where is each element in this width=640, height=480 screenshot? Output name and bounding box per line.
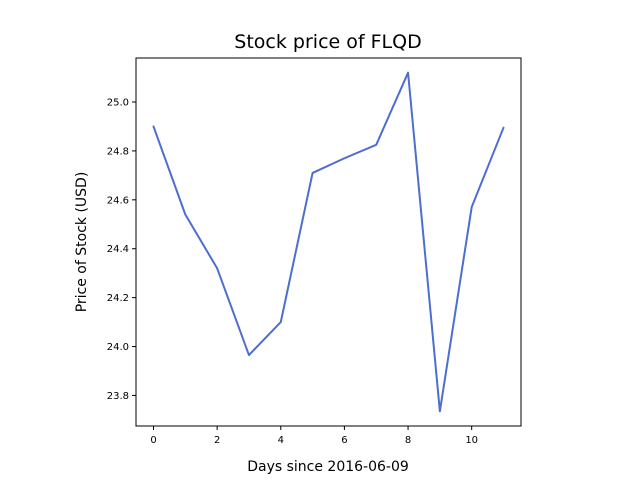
x-axis-label: Days since 2016-06-09 — [247, 459, 409, 475]
x-tick-label: 6 — [341, 435, 347, 446]
y-axis-label: Price of Stock (USD) — [74, 172, 90, 313]
y-tick-label: 25.0 — [107, 98, 129, 109]
x-tick-label: 2 — [214, 435, 220, 446]
x-tick-label: 4 — [278, 435, 284, 446]
y-axis-ticks: 23.8 24.0 24.2 24.4 24.6 24.8 25.0 — [107, 98, 136, 402]
y-tick-label: 24.8 — [107, 146, 129, 157]
y-tick-label: 23.8 — [107, 391, 129, 402]
axes-frame — [135, 57, 522, 427]
x-tick-label: 0 — [150, 435, 156, 446]
y-tick-label: 24.4 — [107, 244, 129, 255]
x-tick-label: 10 — [465, 435, 478, 446]
chart-title: Stock price of FLQD — [234, 31, 421, 53]
plot-area: 0 2 4 6 8 10 23.8 24.0 24.2 24.4 24.6 24.8 25.0 — [107, 57, 522, 446]
y-tick-label: 24.2 — [107, 293, 129, 304]
series-line — [152, 71, 505, 413]
y-tick-label: 24.0 — [107, 342, 129, 353]
y-tick-label: 24.6 — [107, 195, 129, 206]
series-layer — [152, 71, 505, 413]
x-tick-label: 8 — [405, 435, 411, 446]
x-axis-ticks: 0 2 4 6 8 10 — [150, 426, 478, 446]
